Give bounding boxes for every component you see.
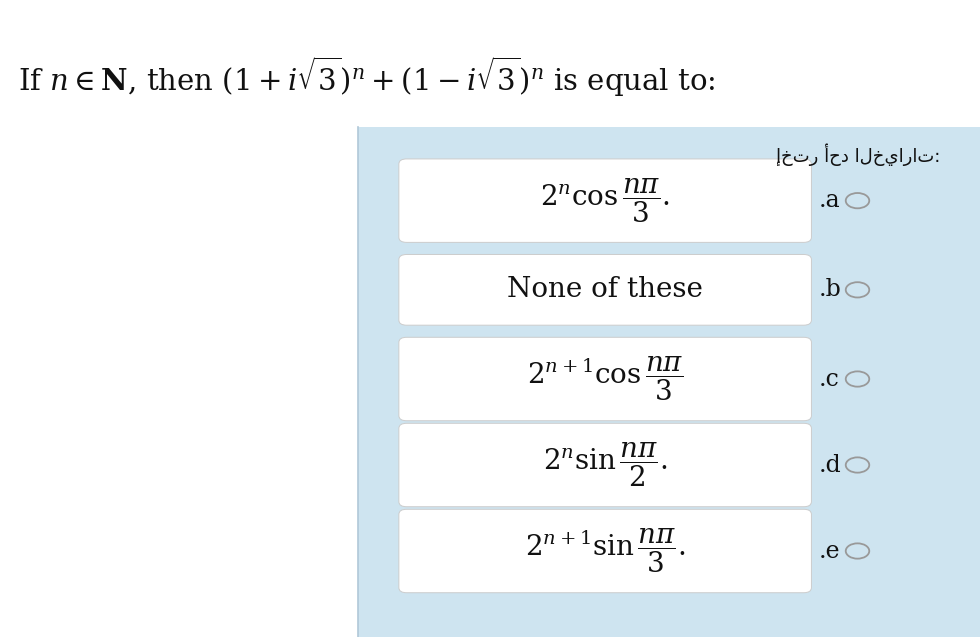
- Text: If $n \in \mathbf{N}$, then $(1 + i\sqrt{3})^n + (1 - i\sqrt{3})^n$ is equal to:: If $n \in \mathbf{N}$, then $(1 + i\sqrt…: [18, 54, 715, 99]
- FancyBboxPatch shape: [399, 510, 811, 592]
- Text: .a: .a: [818, 189, 840, 212]
- Bar: [0, 0, 980, 127]
- Text: .d: .d: [818, 454, 841, 476]
- Bar: [358, 0, 980, 637]
- FancyBboxPatch shape: [399, 423, 811, 507]
- Text: .e: .e: [818, 540, 840, 562]
- Text: $2^n \sin \dfrac{n\pi}{2}.$: $2^n \sin \dfrac{n\pi}{2}.$: [543, 441, 667, 489]
- Text: $2^{n+1} \cos \dfrac{n\pi}{3}$: $2^{n+1} \cos \dfrac{n\pi}{3}$: [527, 355, 683, 403]
- FancyBboxPatch shape: [399, 159, 811, 242]
- Text: $2^{n+1} \sin \dfrac{n\pi}{3}.$: $2^{n+1} \sin \dfrac{n\pi}{3}.$: [525, 527, 685, 575]
- FancyBboxPatch shape: [399, 254, 811, 325]
- Text: إختر أحد الخيارات:: إختر أحد الخيارات:: [776, 143, 941, 166]
- Text: None of these: None of these: [508, 276, 703, 303]
- Bar: [0, 0, 358, 637]
- Text: $2^n \cos \dfrac{n\pi}{3}.$: $2^n \cos \dfrac{n\pi}{3}.$: [540, 176, 670, 225]
- Text: .b: .b: [818, 278, 841, 301]
- FancyBboxPatch shape: [399, 338, 811, 420]
- Text: .c: .c: [818, 368, 839, 390]
